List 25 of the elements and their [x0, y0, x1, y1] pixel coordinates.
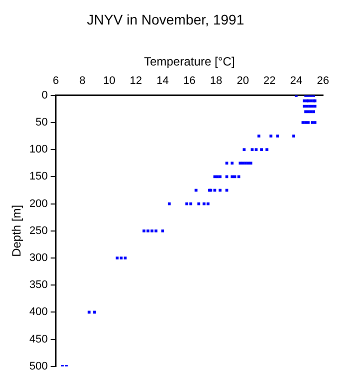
y-tick-label: 500 — [29, 360, 48, 372]
x-tick-label: 14 — [156, 74, 169, 87]
x-tick-label: 8 — [79, 74, 86, 87]
chart-title: JNYV in November, 1991 — [86, 11, 244, 28]
y-tick-label: 300 — [29, 252, 48, 264]
x-tick-label: 12 — [130, 74, 142, 87]
x-tick-label: 6 — [52, 74, 59, 87]
y-tick-label: 250 — [29, 224, 48, 237]
x-tick-label: 20 — [236, 74, 249, 87]
y-tick-label: 200 — [29, 198, 48, 210]
x-tick-label: 24 — [290, 74, 302, 87]
x-tick-label: 18 — [210, 74, 222, 87]
x-tick-label: 16 — [183, 74, 196, 87]
y-tick-label: 400 — [29, 306, 48, 318]
y-tick-label: 150 — [29, 170, 48, 183]
x-tick-label: 10 — [103, 74, 116, 87]
y-tick-label: 450 — [29, 333, 48, 346]
y-tick-label: 350 — [29, 279, 48, 292]
y-tick-label: 0 — [42, 89, 48, 102]
x-axis-title: Temperature [°C] — [144, 54, 235, 68]
y-tick-label: 100 — [29, 144, 48, 156]
x-tick-label: 22 — [263, 74, 276, 87]
y-axis-title: Depth [m] — [10, 204, 24, 257]
y-tick-label: 50 — [36, 116, 48, 129]
x-tick-label: 26 — [316, 74, 330, 87]
